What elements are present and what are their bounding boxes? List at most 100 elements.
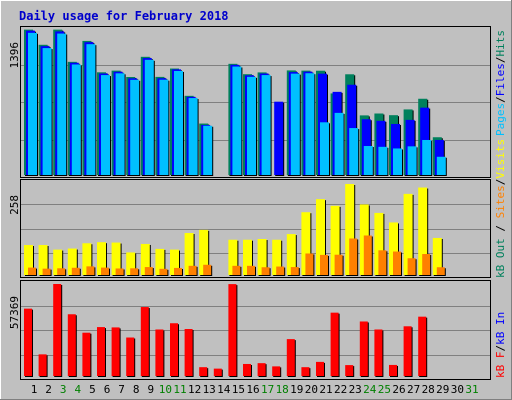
- sites-bar-day-5: [86, 266, 95, 275]
- kbytes-bar-day-7: [111, 327, 120, 376]
- kbytes-bar-day-3: [53, 284, 62, 376]
- day-label-15: 15: [232, 383, 245, 396]
- visits-panel-max-label: 258: [8, 195, 21, 215]
- kbytes-bar-day-13: [199, 367, 208, 376]
- sites-bar-day-1: [28, 267, 36, 275]
- kbytes-bar-day-21: [316, 361, 324, 376]
- sites-bar-day-7: [115, 268, 124, 275]
- visits-bar-day-16: [243, 239, 252, 275]
- visits-bar-day-21: [316, 199, 325, 275]
- sites-bar-day-23: [349, 238, 358, 275]
- day-label-10: 10: [159, 383, 172, 396]
- visits-bar-day-6: [97, 242, 106, 275]
- kbytes-bar-day-6: [97, 327, 105, 376]
- hits-panel: 1396 Pages/Files/Hits: [8, 26, 507, 178]
- day-label-6: 6: [104, 383, 111, 396]
- kbytes-bar-day-24: [359, 321, 368, 376]
- ylabel-sites: Sites: [494, 185, 507, 218]
- ylabel-sep-2: /: [494, 57, 507, 64]
- hits-panel-max-label: 1396: [8, 42, 21, 69]
- day-label-17: 17: [261, 383, 274, 396]
- sites-bar-day-10: [159, 268, 168, 275]
- day-label-16: 16: [246, 383, 259, 396]
- visits-bar-day-8: [126, 252, 136, 275]
- kbytes-bar-day-14: [213, 368, 222, 376]
- pages-bar-day-17: [261, 75, 271, 175]
- sites-bar-day-26: [393, 251, 401, 275]
- sites-bar-day-16: [247, 265, 255, 275]
- ylabel-sep-4: /: [494, 179, 507, 186]
- visits-bar-day-5: [82, 243, 92, 275]
- pages-bar-day-8: [130, 79, 140, 175]
- day-label-8: 8: [133, 383, 140, 396]
- visits-bar-day-18: [272, 239, 282, 275]
- day-label-29: 29: [436, 383, 449, 396]
- day-label-4: 4: [74, 383, 81, 396]
- pages-bar-day-21: [320, 122, 329, 175]
- visits-bar-day-23: [345, 184, 355, 275]
- pages-bar-day-7: [115, 73, 125, 175]
- visits-bar-day-9: [140, 243, 150, 275]
- files-bar-day-18: [274, 101, 284, 175]
- day-label-21: 21: [319, 383, 332, 396]
- kbytes-bar-day-26: [389, 364, 397, 376]
- kbytes-bar-day-12: [184, 329, 193, 376]
- pages-bar-day-10: [159, 79, 169, 175]
- day-label-18: 18: [276, 383, 289, 396]
- visits-bar-day-17: [257, 239, 267, 275]
- day-label-1: 1: [31, 383, 38, 396]
- chart-title: Daily usage for February 2018: [19, 9, 229, 23]
- day-label-25: 25: [378, 383, 391, 396]
- pages-bar-day-12: [188, 98, 198, 175]
- kbytes-bar-day-28: [418, 316, 427, 376]
- ylabel-kb-f: kB F: [494, 352, 507, 379]
- kbytes-bar-day-11: [170, 323, 178, 376]
- kbytes-bar-day-16: [243, 363, 251, 376]
- visits-bar-day-15: [228, 239, 238, 275]
- kbytes-bar-day-23: [345, 365, 354, 376]
- kbytes-bar-day-18: [272, 366, 281, 376]
- pages-bar-day-15: [232, 66, 242, 175]
- pages-bar-day-16: [247, 76, 256, 175]
- kbytes-bar-day-8: [126, 337, 135, 376]
- visits-bar-day-10: [155, 248, 165, 275]
- ylabel-kb-in: kB In: [494, 312, 507, 345]
- pages-bar-day-20: [305, 73, 315, 175]
- kbytes-bar-day-2: [38, 354, 47, 376]
- pages-bar-day-25: [378, 146, 388, 175]
- ylabel-sep-5: /: [494, 345, 507, 352]
- pages-bar-day-28: [422, 139, 432, 175]
- pages-bar-day-2: [42, 48, 52, 176]
- day-label-23: 23: [349, 383, 362, 396]
- kbytes-bar-day-19: [286, 339, 295, 376]
- visits-bar-day-7: [111, 242, 121, 275]
- visits-bar-day-27: [403, 193, 413, 275]
- kbytes-panel-frame: [20, 280, 491, 380]
- day-label-9: 9: [147, 383, 154, 396]
- day-label-11: 11: [173, 383, 186, 396]
- day-label-24: 24: [363, 383, 377, 396]
- sites-bar-day-9: [144, 267, 153, 275]
- pages-bar-day-24: [363, 146, 373, 175]
- ylabel-pages: Pages: [494, 103, 507, 136]
- sites-bar-day-24: [363, 235, 372, 275]
- kbytes-bar-day-9: [140, 307, 149, 376]
- kbytes-bar-day-20: [301, 367, 310, 376]
- pages-bar-day-27: [407, 146, 417, 175]
- ylabel-visits: Visits: [494, 139, 507, 179]
- sites-bar-day-19: [290, 267, 299, 275]
- day-label-26: 26: [392, 383, 405, 396]
- day-label-30: 30: [451, 383, 464, 396]
- day-label-2: 2: [45, 383, 52, 396]
- day-label-22: 22: [334, 383, 347, 396]
- sites-bar-day-6: [101, 267, 109, 275]
- day-label-3: 3: [60, 383, 67, 396]
- hits-panel-frame: [20, 26, 491, 178]
- kbytes-panel: 57369 kB F/kB In: [8, 280, 507, 380]
- visits-panel: 258 kB Out / Sites/Visits: [8, 139, 507, 278]
- pages-bar-day-5: [86, 44, 96, 176]
- day-label-7: 7: [118, 383, 125, 396]
- sites-bar-day-2: [42, 268, 51, 275]
